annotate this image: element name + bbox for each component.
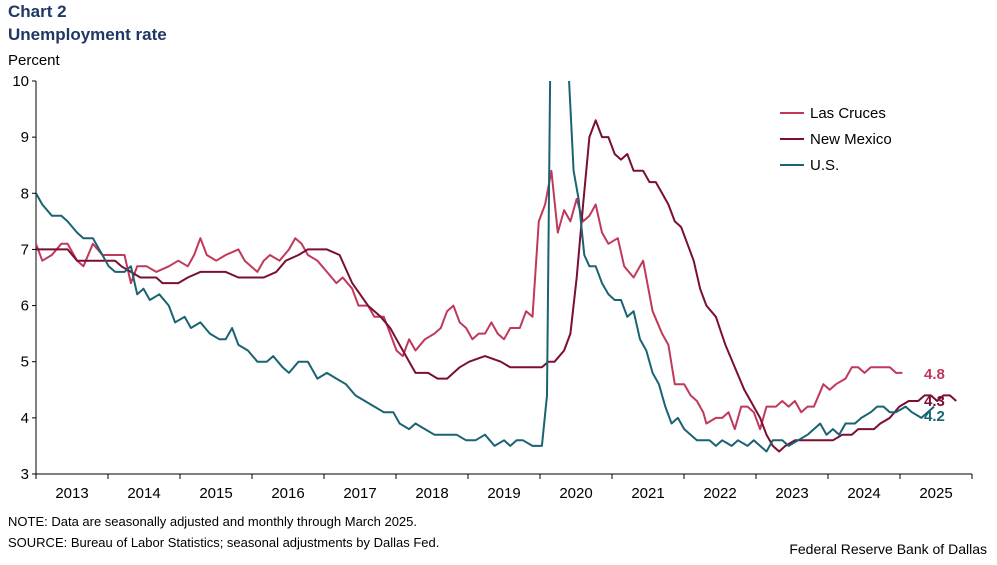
legend-label: Las Cruces [810, 105, 886, 122]
y-tick-label: 9 [21, 129, 29, 146]
x-tick-label: 2013 [55, 485, 88, 502]
x-tick-label: 2023 [775, 485, 808, 502]
end-label-u-s-: 4.2 [924, 408, 945, 425]
credit-line: Federal Reserve Bank of Dallas [789, 541, 987, 557]
x-tick-label: 2022 [703, 485, 736, 502]
y-tick-label: 6 [21, 298, 29, 315]
x-tick-label: 2019 [487, 485, 520, 502]
chart-legend: Las Cruces New Mexico U.S. [780, 105, 892, 174]
series-line-u-s- [36, 81, 935, 453]
y-tick-label: 3 [21, 466, 29, 483]
end-label-las-cruces: 4.8 [924, 366, 945, 383]
chart-number: Chart 2 [8, 2, 67, 21]
chart-axes: 3 4 5 6 7 8 9 10 2013 2014 2015 2016 2017 2018 2019 202… [12, 73, 973, 502]
y-tick-label: 4 [21, 410, 29, 427]
y-tick-label: 8 [21, 185, 29, 202]
end-label-new-mexico: 4.3 [924, 393, 945, 410]
footnote: NOTE: Data are seasonally adjusted and m… [8, 514, 418, 529]
legend-label: New Mexico [810, 131, 892, 148]
y-tick-label: 7 [21, 241, 29, 258]
x-tick-label: 2020 [559, 485, 592, 502]
x-tick-label: 2014 [127, 485, 160, 502]
x-tick-label: 2016 [271, 485, 304, 502]
x-tick-label: 2018 [415, 485, 448, 502]
series-line-new-mexico [36, 119, 957, 453]
y-tick-label: 5 [21, 354, 29, 371]
x-tick-label: 2025 [919, 485, 952, 502]
y-axis-unit-label: Percent [8, 52, 60, 69]
chart-series-group [36, 81, 957, 453]
x-tick-label: 2024 [847, 485, 880, 502]
end-value-labels: 4.8 4.34.2 [924, 366, 945, 425]
line-chart: 3 4 5 6 7 8 9 10 2013 2014 2015 2016 2017 2018 2019 202… [12, 73, 973, 502]
x-tick-label: 2015 [199, 485, 232, 502]
x-tick-label: 2017 [343, 485, 376, 502]
source-note: SOURCE: Bureau of Labor Statistics; seas… [8, 535, 440, 550]
x-tick-label: 2021 [631, 485, 664, 502]
series-line-las-cruces [36, 169, 903, 431]
y-tick-label: 10 [12, 73, 29, 90]
legend-label: U.S. [810, 157, 839, 174]
chart-title: Unemployment rate [8, 25, 167, 44]
